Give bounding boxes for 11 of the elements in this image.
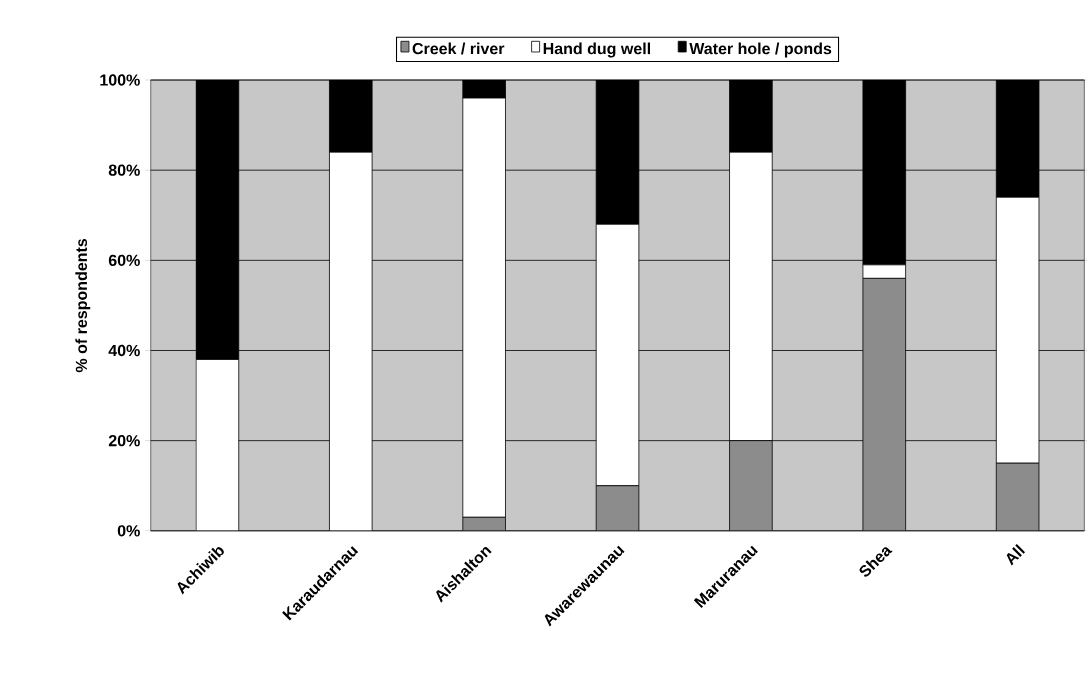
legend-label: Hand dug well [543, 42, 651, 58]
y-tick-label: 20% [108, 434, 140, 447]
y-axis-title: % of respondents [75, 238, 91, 373]
y-tick-label: 40% [108, 344, 140, 357]
y-tick-label: 80% [108, 164, 140, 176]
y-tick-label: 60% [108, 254, 140, 266]
y-tick-label: 0% [117, 525, 140, 537]
x-tick-label: All [1006, 543, 1026, 566]
y-tick-label: 100% [100, 74, 140, 86]
legend-label: Creek / river [412, 42, 505, 55]
legend-label: Water hole / ponds [689, 42, 832, 58]
